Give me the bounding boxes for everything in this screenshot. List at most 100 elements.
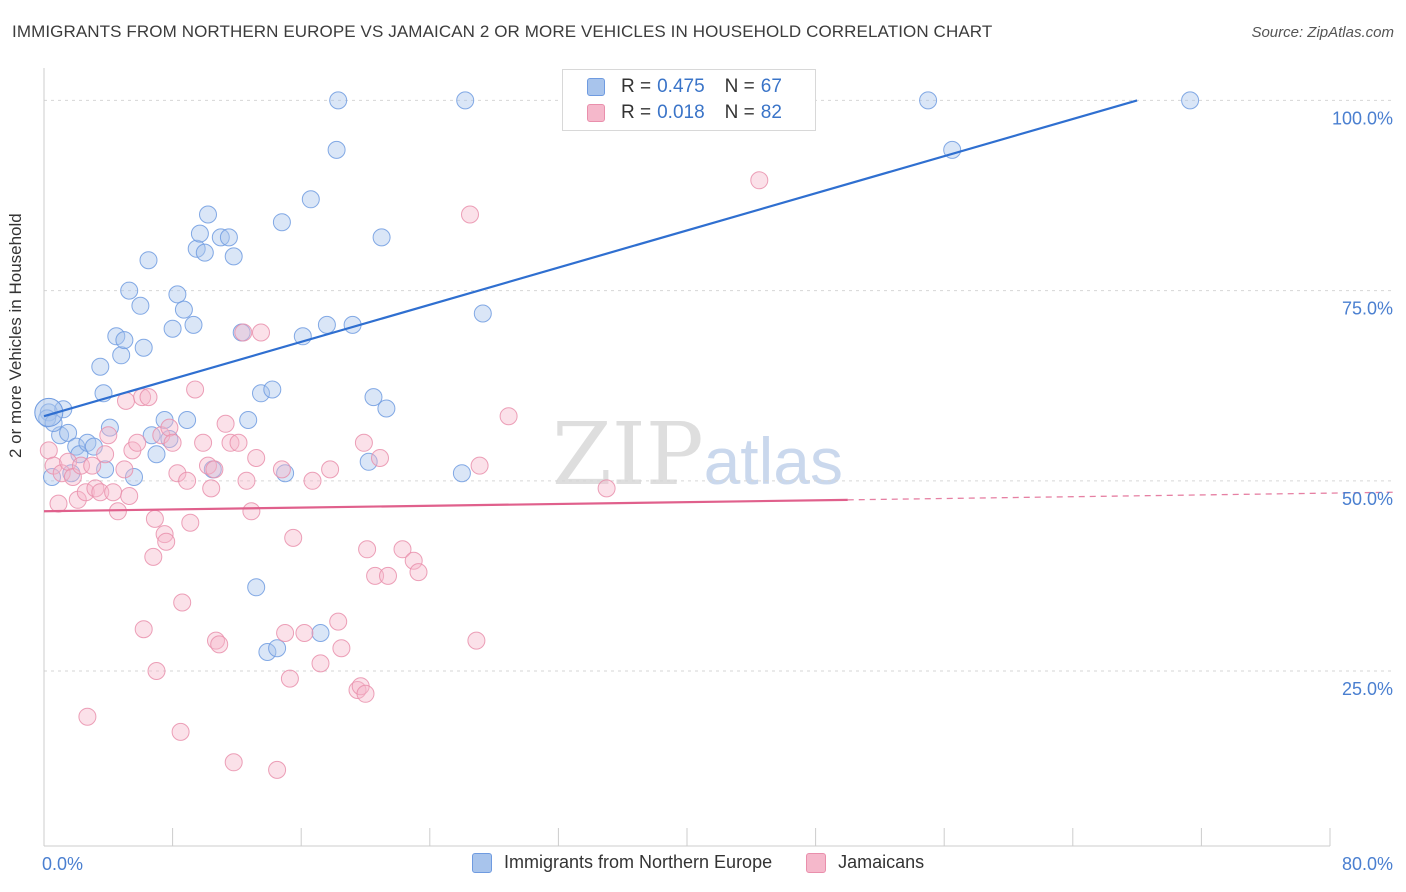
data-point-northern-europe	[125, 468, 143, 486]
data-point-northern-europe	[452, 464, 471, 483]
data-point-jamaicans	[242, 502, 261, 521]
x-tick-label: 80.0%	[1342, 854, 1393, 874]
data-point-jamaicans	[178, 471, 197, 490]
data-point-northern-europe	[473, 304, 492, 323]
data-point-jamaicans	[96, 445, 115, 464]
data-point-northern-europe	[174, 300, 193, 319]
data-point-northern-europe	[219, 228, 238, 247]
data-point-northern-europe	[163, 319, 182, 338]
data-point-jamaicans	[155, 525, 174, 544]
data-point-jamaicans	[234, 323, 253, 342]
data-point-jamaicans	[470, 456, 489, 475]
trend-line-jamaicans-extension	[847, 491, 1395, 501]
data-point-northern-europe	[272, 213, 291, 232]
data-point-jamaicans	[393, 540, 412, 559]
data-point-northern-europe	[178, 411, 197, 429]
legend-row-pink: R = 0.018 N = 82	[587, 101, 782, 125]
data-point-jamaicans	[295, 624, 314, 642]
data-point-jamaicans	[311, 654, 330, 673]
data-point-jamaicans	[366, 566, 385, 585]
data-point-jamaicans	[404, 551, 423, 570]
data-point-jamaicans	[83, 456, 102, 475]
data-point-northern-europe	[120, 281, 139, 300]
data-point-jamaicans	[210, 635, 229, 654]
legend-n-value: 82	[760, 102, 782, 123]
data-point-jamaicans	[499, 407, 518, 426]
data-point-jamaicans	[76, 483, 95, 502]
data-point-jamaicans	[216, 414, 235, 433]
trend-layer	[43, 99, 1395, 513]
legend-swatch-blue	[587, 78, 605, 96]
data-point-jamaicans	[205, 460, 224, 479]
data-point-northern-europe	[919, 91, 938, 110]
data-point-northern-europe	[43, 468, 61, 486]
data-point-jamaicans	[354, 433, 373, 452]
data-point-jamaicans	[356, 684, 375, 703]
data-point-jamaicans	[276, 624, 295, 642]
data-point-northern-europe	[34, 397, 64, 427]
legend-item-jamaicans[interactable]: Jamaicans	[806, 852, 924, 873]
data-point-jamaicans	[358, 540, 377, 559]
data-point-jamaicans	[104, 483, 123, 502]
data-point-northern-europe	[134, 338, 153, 357]
data-point-northern-europe	[100, 418, 119, 437]
data-point-jamaicans	[750, 171, 769, 190]
points-layer	[34, 91, 1200, 779]
data-point-northern-europe	[311, 624, 330, 642]
data-point-jamaicans	[303, 471, 322, 490]
correlation-legend: R = 0.475 N = 67 R = 0.018 N = 82	[562, 69, 816, 131]
trend-line-northern-europe	[43, 99, 1138, 418]
data-point-northern-europe	[112, 346, 131, 365]
watermark-sub: atlas	[703, 424, 844, 498]
data-point-northern-europe	[190, 224, 209, 243]
data-point-jamaicans	[78, 707, 97, 726]
data-point-jamaicans	[247, 449, 266, 467]
data-point-jamaicans	[168, 464, 187, 483]
data-point-jamaicans	[379, 566, 397, 585]
watermark-main: ZIP	[552, 405, 704, 505]
data-point-jamaicans	[321, 460, 340, 479]
legend-r-label: R =	[621, 102, 652, 123]
data-point-northern-europe	[329, 91, 348, 110]
data-point-jamaicans	[268, 760, 287, 779]
data-point-northern-europe	[139, 251, 158, 270]
source-label: Source: ZipAtlas.com	[1251, 24, 1394, 41]
data-point-jamaicans	[332, 639, 351, 658]
data-point-northern-europe	[372, 228, 391, 247]
legend-n-label: N =	[724, 102, 755, 123]
data-point-jamaicans	[280, 669, 299, 688]
data-point-northern-europe	[258, 643, 277, 661]
legend-label-jamaicans: Jamaicans	[838, 852, 925, 872]
data-point-jamaicans	[409, 563, 428, 582]
data-point-jamaicans	[284, 528, 303, 547]
legend-swatch-pink	[806, 852, 827, 873]
y-tick-label: 100.0%	[1332, 108, 1393, 128]
y-tick-label: 75.0%	[1342, 299, 1393, 319]
data-point-jamaicans	[229, 433, 248, 452]
data-point-northern-europe	[59, 423, 78, 442]
data-point-jamaicans	[139, 388, 158, 407]
data-point-northern-europe	[168, 285, 187, 304]
data-point-jamaicans	[52, 464, 71, 483]
data-point-jamaicans	[186, 380, 205, 399]
data-point-northern-europe	[252, 384, 270, 403]
data-point-northern-europe	[131, 296, 150, 315]
data-point-northern-europe	[184, 315, 203, 334]
data-point-northern-europe	[301, 190, 320, 209]
data-point-northern-europe	[147, 445, 166, 464]
data-point-jamaicans	[115, 460, 134, 479]
series-legend: Immigrants from Northern Europe Jamaican…	[472, 852, 958, 873]
legend-label-northern-europe: Immigrants from Northern Europe	[504, 852, 773, 872]
data-point-jamaicans	[160, 418, 179, 437]
data-point-northern-europe	[91, 357, 110, 376]
legend-item-northern-europe[interactable]: Immigrants from Northern Europe	[472, 852, 772, 873]
data-point-jamaicans	[329, 612, 348, 631]
data-point-jamaicans	[120, 487, 139, 505]
data-point-jamaicans	[171, 722, 190, 741]
data-point-jamaicans	[144, 547, 163, 566]
data-point-northern-europe	[195, 243, 214, 262]
data-point-jamaicans	[163, 433, 182, 452]
data-point-jamaicans	[272, 460, 291, 479]
grid-layer	[44, 99, 1394, 672]
